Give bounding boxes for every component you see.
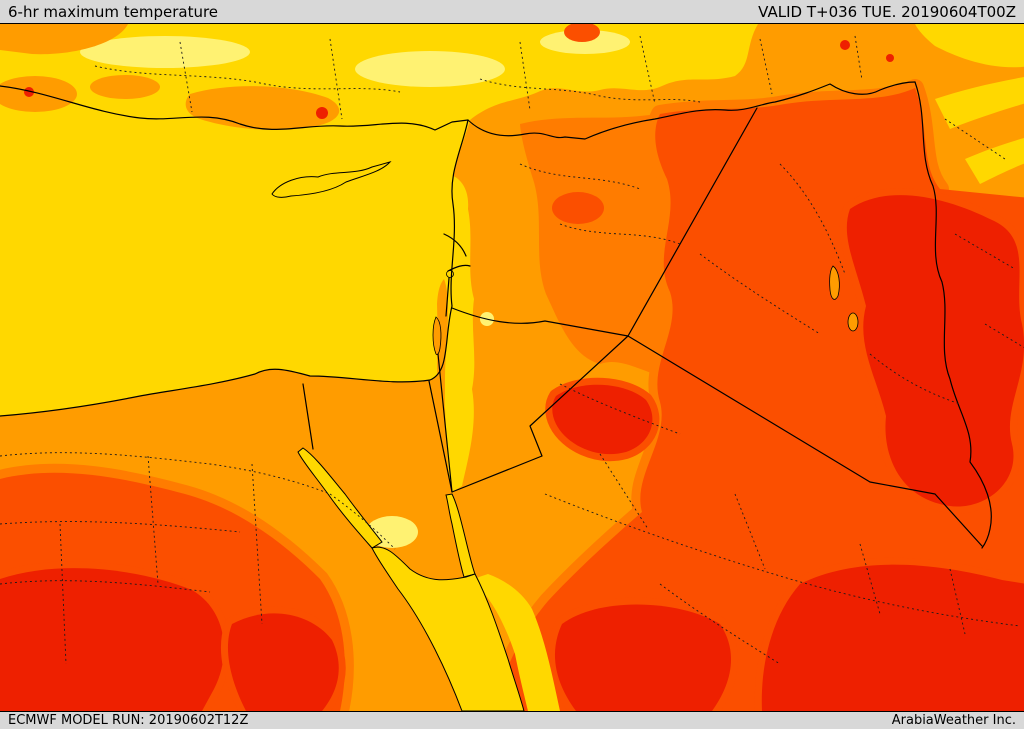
valid-time-label: VALID T+036 TUE. 20190604T00Z <box>758 2 1016 21</box>
jordan-valley-orange-sliver <box>437 279 448 412</box>
zagros-yellow-stripe-2 <box>965 137 1024 184</box>
turkey-small-orange-patch <box>90 75 160 99</box>
egypt-admin-6 <box>59 523 67 665</box>
suez-canal <box>302 383 314 450</box>
south-jordan-red-blob <box>545 377 660 462</box>
turkey-pale-yellow-patch-west <box>80 36 250 68</box>
dead-sea <box>432 316 442 356</box>
syria-admin-2 <box>559 223 681 245</box>
iran-admin-2 <box>954 233 1016 270</box>
arava-border <box>437 353 453 493</box>
country-borders <box>0 81 992 549</box>
egypt-admin-4 <box>147 455 159 585</box>
lebanon-border-north <box>443 233 467 257</box>
egypt-red-blob-east <box>220 606 346 711</box>
turkey-admin-5 <box>519 41 531 111</box>
jordan-river-border <box>445 277 450 317</box>
egypt-red-blob-west <box>0 561 231 711</box>
syria-dark-orange-band <box>520 110 702 382</box>
zagros-yellow-stripe-1 <box>935 77 1024 129</box>
turkey-admin-1 <box>94 65 401 93</box>
map-area <box>0 24 1024 711</box>
turkey-admin-6 <box>639 35 656 105</box>
hot-temperature-regions <box>0 24 1024 711</box>
syria-admin-1 <box>519 163 641 190</box>
israel-egypt-border <box>428 380 453 493</box>
turkey-northwest-orange-patch <box>0 24 128 55</box>
cyprus-island <box>271 161 392 198</box>
sea-of-galilee <box>446 270 454 278</box>
saudi-center-red-blob <box>548 597 738 711</box>
saudi-admin-3 <box>734 493 766 570</box>
turkey-red-hotspot-4 <box>886 54 894 62</box>
turkey-admin-7 <box>759 38 773 95</box>
levant-coastal-yellow-band <box>432 173 475 492</box>
model-run-label: ECMWF MODEL RUN: 20190602T12Z <box>8 713 249 728</box>
turkey-red-hotspot-1 <box>316 107 328 119</box>
syria-iraq-border <box>627 107 758 337</box>
syria-jordan-border <box>451 307 629 337</box>
turkey-pale-yellow-patch-center <box>355 51 505 87</box>
water-features <box>271 161 859 711</box>
iraq-lake-tharthar <box>829 265 840 300</box>
southeast-red-region <box>754 557 1024 711</box>
sinai-admin <box>329 493 396 550</box>
syria-orange-red-spot <box>552 192 604 224</box>
iraq-iran-red-region <box>839 188 1024 514</box>
jordan-saudi-border <box>451 335 629 493</box>
egypt-admin-2 <box>0 521 241 533</box>
turkey-pale-yellow-patch-east <box>540 30 630 54</box>
red-sea <box>371 546 525 711</box>
egypt-admin-5 <box>251 463 263 625</box>
saudi-admin-1 <box>544 493 1021 627</box>
mediterranean-sea-and-west-yellow-region <box>0 24 758 416</box>
egypt-admin-3 <box>0 580 211 593</box>
iraq-saudi-border <box>627 335 983 547</box>
saudi-admin-4 <box>859 543 881 615</box>
mediterranean-coastline <box>0 85 469 417</box>
attribution-label: ArabiaWeather Inc. <box>891 713 1016 728</box>
northeast-corner-yellow-patch <box>915 24 1024 68</box>
turkey-syria-iraq-border <box>467 81 916 140</box>
lebanon-border-south <box>447 264 471 272</box>
iraq-iran-border <box>914 81 992 549</box>
map-title: 6-hr maximum temperature <box>8 2 219 21</box>
turkey-admin-4 <box>329 38 343 120</box>
turkey-red-hotspot-3 <box>840 40 850 50</box>
iran-admin-1 <box>944 118 1006 160</box>
north-saudi-admin <box>559 383 681 435</box>
turkey-red-hotspot-2 <box>24 87 34 97</box>
bottom-bar: ECMWF MODEL RUN: 20190602T12Z ArabiaWeat… <box>0 711 1024 729</box>
turkey-admin-2 <box>479 78 701 103</box>
top-bar: 6-hr maximum temperature VALID T+036 TUE… <box>0 0 1024 24</box>
turkey-admin-3 <box>179 41 193 113</box>
iraq-lake-habbaniyah <box>847 312 859 332</box>
saudi-admin-5 <box>949 568 966 635</box>
admin-boundaries <box>0 35 1024 665</box>
temperature-map <box>0 24 1024 711</box>
turkey-top-edge-orange-red-spot <box>564 24 600 42</box>
red-sea-east-coast-yellow-band <box>470 574 560 711</box>
